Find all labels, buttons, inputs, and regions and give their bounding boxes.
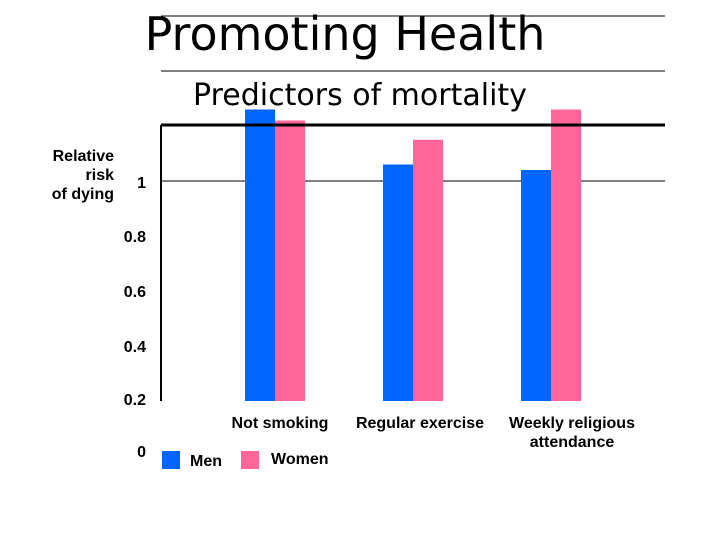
y-tick-label: 0.2 bbox=[123, 392, 146, 409]
y-tick-label: 1 bbox=[137, 175, 146, 192]
legend-swatch-women bbox=[241, 451, 259, 469]
legend-label-women: Women bbox=[271, 451, 329, 468]
bar-men-2 bbox=[521, 170, 551, 401]
bar-women-1 bbox=[413, 139, 443, 401]
y-tick-label: 0.6 bbox=[123, 284, 146, 301]
y-tick-label: 0 bbox=[137, 444, 146, 461]
chart-subtitle: Predictors of mortality bbox=[193, 78, 527, 113]
y-axis-label-line: of dying bbox=[51, 186, 114, 203]
y-axis-label: Relative risk of dying bbox=[52, 147, 114, 204]
category-label-regular-exercise: Regular exercise bbox=[355, 415, 485, 432]
legend-swatch-men bbox=[162, 451, 180, 469]
bar-women-2 bbox=[551, 109, 581, 401]
y-tick-label: 0.4 bbox=[123, 339, 146, 356]
bars bbox=[245, 109, 581, 401]
bar-women-0 bbox=[275, 120, 305, 401]
bar-men-0 bbox=[245, 109, 275, 401]
y-axis-label-line: risk bbox=[85, 167, 114, 184]
category-label-weekly-religious: Weekly religious attendance bbox=[509, 415, 635, 451]
y-tick-label: 0.8 bbox=[123, 229, 146, 246]
bar-men-1 bbox=[383, 164, 413, 401]
category-label-not-smoking: Not smoking bbox=[231, 415, 329, 432]
legend-label-men: Men bbox=[190, 453, 222, 470]
y-axis-label-line: Relative bbox=[52, 148, 114, 165]
